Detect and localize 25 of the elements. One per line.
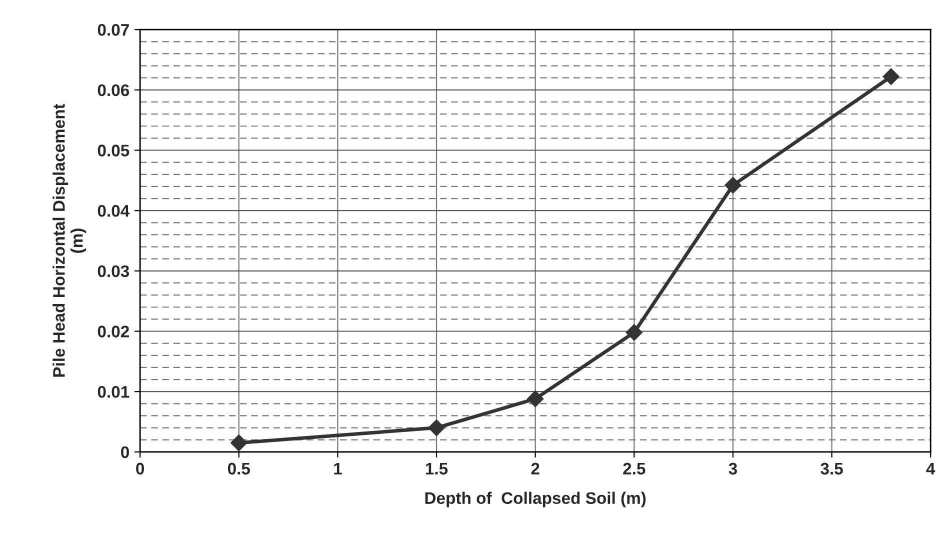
point (724, 176, 742, 194)
y-tick-label: 0 (121, 446, 129, 458)
x-tick-label: 4 (926, 462, 936, 474)
x-tick-label: 2 (531, 462, 540, 474)
y-tick-label: 0.02 (98, 326, 129, 338)
y-tick-label: 0.04 (98, 204, 130, 217)
y-tick-label: 0.07 (98, 24, 129, 36)
x-tick-label: 3 (728, 462, 737, 475)
y-tick-label: 0.06 (98, 84, 130, 96)
x-tick-label: 2.5 (623, 462, 646, 475)
point (230, 434, 248, 452)
x-axis-title: Depth of Collapsed Soil (m) (425, 492, 646, 508)
x-tick-label: 1.5 (426, 462, 448, 475)
point (882, 68, 900, 86)
point (626, 324, 643, 341)
y-axis-title: Pile Head Horizontal Displacement (m) (52, 104, 86, 377)
y-tick-label: 0.01 (98, 386, 130, 398)
y-tick-label: 0.05 (98, 144, 130, 156)
x-tick-label: 0 (136, 462, 144, 475)
point (428, 419, 445, 436)
y-tick-label: 0.03 (98, 265, 130, 278)
x-tick-label: 0.5 (228, 462, 250, 475)
x-tick-label: 1 (334, 462, 342, 474)
x-tick-label: 3.5 (820, 462, 843, 475)
point (526, 390, 544, 408)
